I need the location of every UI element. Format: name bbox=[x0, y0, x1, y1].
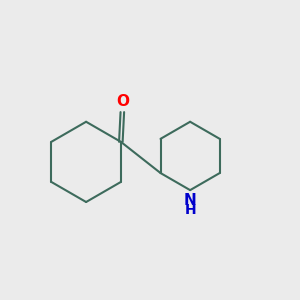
Text: N: N bbox=[184, 193, 196, 208]
Text: O: O bbox=[116, 94, 129, 109]
Text: H: H bbox=[184, 203, 196, 218]
